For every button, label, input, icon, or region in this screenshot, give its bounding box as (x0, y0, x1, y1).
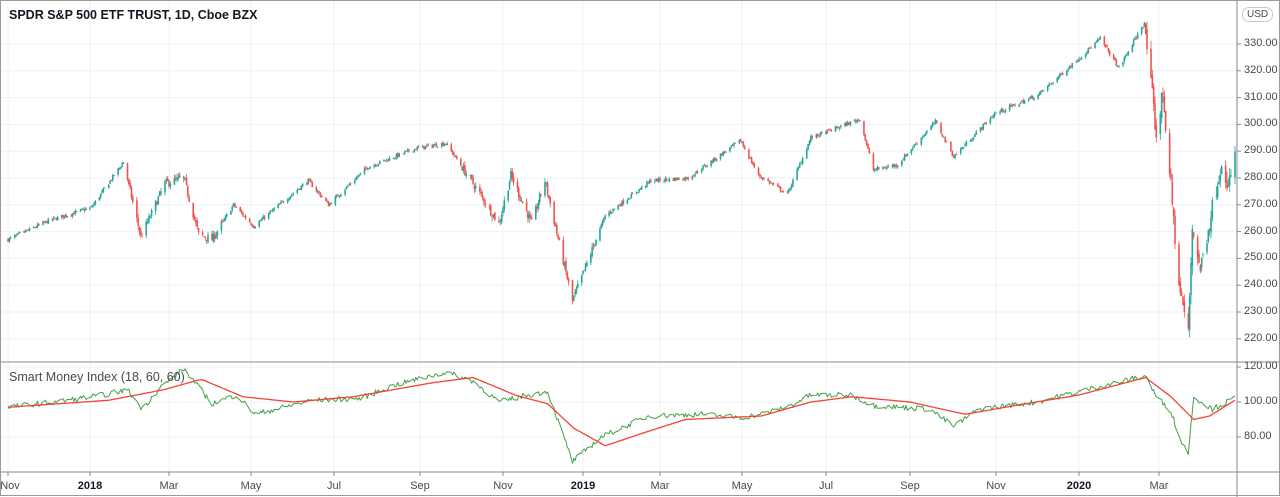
price-tick: 320.00 (1244, 63, 1278, 76)
price-tick: 290.00 (1244, 144, 1278, 157)
indicator-tick: 100.00 (1244, 395, 1278, 407)
price-tick: 330.00 (1244, 37, 1278, 49)
price-tick: 220.00 (1244, 331, 1278, 344)
price-tick: 280.00 (1244, 171, 1278, 183)
time-tick: 2020 (1066, 480, 1092, 492)
time-tick: Mar (1149, 480, 1169, 492)
smi-line (7, 368, 1236, 464)
price-tick: 250.00 (1244, 251, 1278, 264)
price-tick: 300.00 (1244, 117, 1278, 130)
time-tick: Nov (986, 480, 1006, 492)
time-tick: 2018 (77, 480, 103, 492)
indicator-tick: 120.00 (1244, 360, 1278, 372)
time-tick: Mar (650, 480, 670, 492)
price-tick: 270.00 (1244, 197, 1278, 210)
time-tick: May (240, 480, 262, 492)
currency-button[interactable]: USD (1242, 7, 1274, 22)
smi-signal-line (7, 376, 1236, 447)
time-tick: Nov (493, 480, 513, 492)
time-tick: 2019 (570, 480, 596, 492)
time-tick: May (731, 480, 753, 492)
time-tick: Sep (900, 480, 920, 492)
time-tick: Nov (0, 480, 20, 492)
symbol-title: SPDR S&P 500 ETF TRUST, 1D, Cboe BZX (9, 8, 258, 22)
price-tick: 310.00 (1244, 90, 1278, 103)
time-tick: Jul (326, 480, 342, 492)
price-candles[interactable] (7, 21, 1236, 338)
time-tick: Jul (818, 480, 834, 492)
price-tick: 240.00 (1244, 278, 1278, 291)
price-tick: 230.00 (1244, 305, 1278, 317)
indicator-tick: 80.00 (1244, 430, 1272, 442)
time-tick: Mar (159, 480, 179, 492)
indicator-title: Smart Money Index (18, 60, 60) (9, 370, 185, 384)
price-tick: 260.00 (1244, 224, 1278, 237)
time-tick: Sep (410, 480, 430, 492)
